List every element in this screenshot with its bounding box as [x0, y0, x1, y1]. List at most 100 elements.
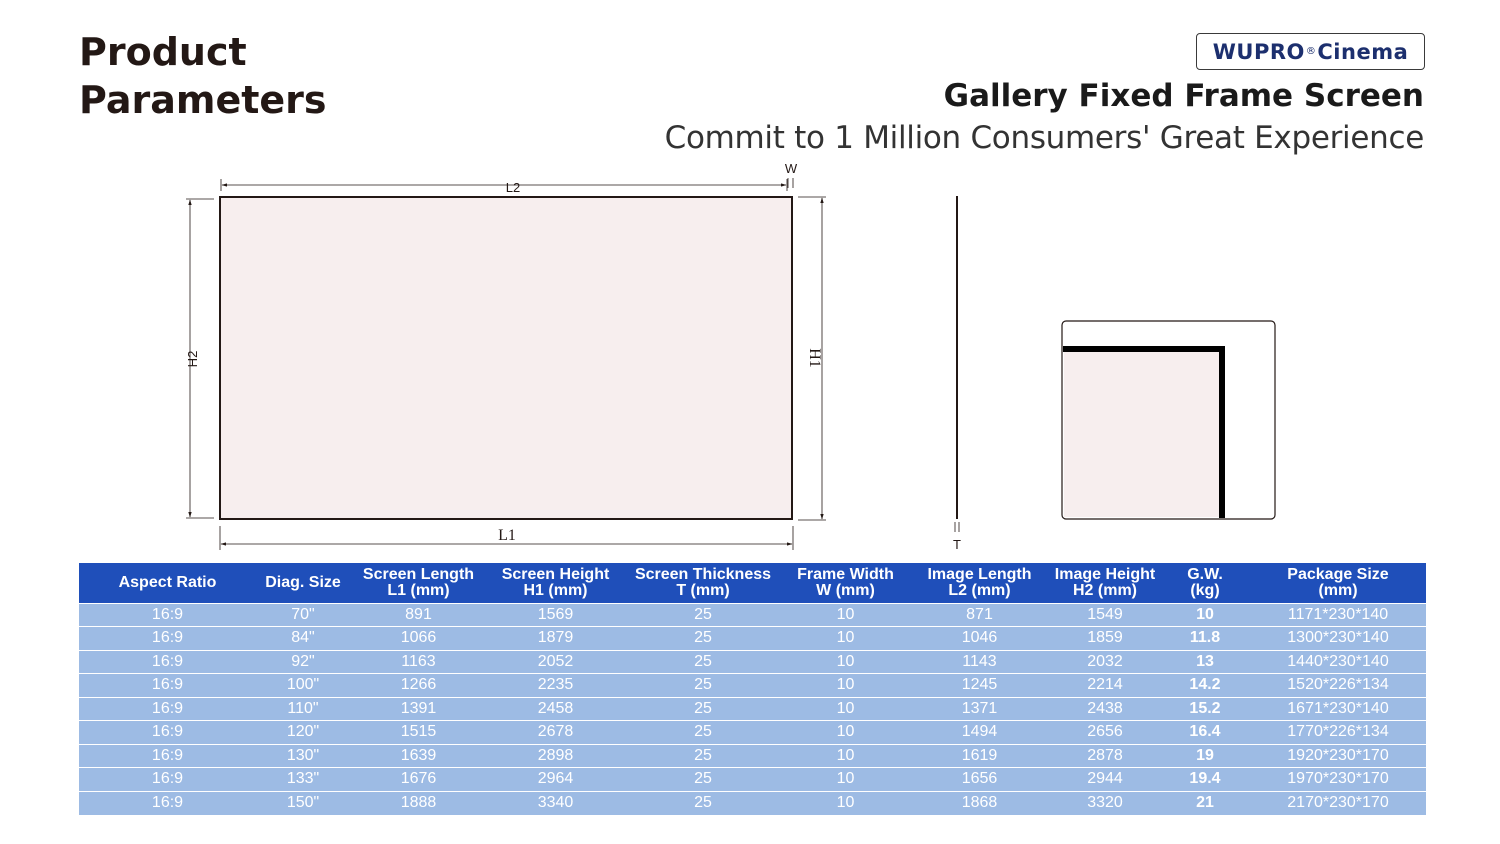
header-image-height: Image Height H2 (mm): [1050, 563, 1160, 603]
cell-diag-size: 100": [256, 673, 350, 697]
cell-diag-size: 70": [256, 602, 350, 627]
cell-package-size: 1671*230*140: [1250, 696, 1426, 721]
cell-screen-length: 1676: [350, 767, 487, 791]
cell-frame-width: 10: [782, 790, 909, 815]
spec-table: Aspect Ratio Diag. Size Screen Length L1 (m…: [79, 563, 1426, 815]
brand-logo: WUPRO ® Cinema: [1196, 33, 1425, 70]
cell-image-length: 1245: [909, 673, 1050, 697]
cell-image-height: 2944: [1050, 767, 1160, 791]
header-package-size-line: (mm): [1318, 581, 1358, 599]
cell-gross-weight: 15.2: [1160, 696, 1250, 721]
cell-diag-size: 130": [256, 743, 350, 768]
cell-screen-height: 1569: [487, 602, 624, 627]
front-view: L2 W L1 H2 H1: [185, 161, 826, 550]
cell-screen-height: 2678: [487, 720, 624, 744]
table-row: 16:9 150" 1888 3340 25 10 1868 3320 21 2170*230*1…: [79, 790, 1426, 815]
header-screen-length: Screen Length L1 (mm): [350, 563, 487, 603]
screen-frame-rect: [219, 196, 793, 520]
detail-frame-edge: [1063, 346, 1225, 518]
cell-aspect-ratio: 16:9: [79, 743, 256, 768]
cell-diag-size: 84": [256, 626, 350, 650]
title-line-1: Product: [79, 30, 247, 74]
cell-aspect-ratio: 16:9: [79, 790, 256, 815]
cell-screen-length: 1888: [350, 790, 487, 815]
page-title: Product Parameters: [79, 28, 327, 124]
cell-screen-height: 2235: [487, 673, 624, 697]
header-gross-weight-line: G.W.: [1187, 565, 1223, 583]
cell-diag-size: 110": [256, 696, 350, 721]
cell-gross-weight: 10: [1160, 602, 1250, 627]
l2-dimension: L2: [220, 179, 788, 195]
cell-screen-height: 1879: [487, 626, 624, 650]
header-gross-weight-line: (kg): [1190, 581, 1220, 599]
cell-frame-width: 10: [782, 696, 909, 721]
cell-package-size: 1520*226*134: [1250, 673, 1426, 697]
cell-aspect-ratio: 16:9: [79, 626, 256, 650]
product-name: Gallery Fixed Frame Screen: [943, 78, 1424, 114]
cell-image-length: 1619: [909, 743, 1050, 768]
header-diag-size-line: Diag. Size: [265, 573, 341, 591]
cell-image-height: 1549: [1050, 602, 1160, 627]
table-row: 16:9 100" 1266 2235 25 10 1245 2214 14.2 1520*226…: [79, 673, 1426, 697]
table-row: 16:9 133" 1676 2964 25 10 1656 2944 19.4 1970*230…: [79, 767, 1426, 791]
cell-image-length: 1371: [909, 696, 1050, 721]
cell-diag-size: 150": [256, 790, 350, 815]
cell-image-length: 1494: [909, 720, 1050, 744]
header-frame-width: Frame Width W (mm): [782, 563, 909, 603]
header-package-size: Package Size (mm): [1250, 563, 1426, 603]
cell-frame-width: 10: [782, 673, 909, 697]
cell-image-height: 2032: [1050, 649, 1160, 674]
side-view: T: [953, 196, 961, 552]
table-body: 16:9 70" 891 1569 25 10 871 1549 10 1171*230*140 1…: [79, 602, 1426, 815]
table-row: 16:9 92" 1163 2052 25 10 1143 2032 13 1440*230*14…: [79, 649, 1426, 674]
cell-gross-weight: 21: [1160, 790, 1250, 815]
cell-image-height: 2438: [1050, 696, 1160, 721]
l2-label: L2: [506, 180, 520, 195]
corner-detail: [1061, 320, 1276, 520]
cell-aspect-ratio: 16:9: [79, 602, 256, 627]
h1-dimension: H1: [798, 196, 826, 521]
cell-screen-thickness: 25: [624, 720, 782, 744]
cell-screen-height: 3340: [487, 790, 624, 815]
header-screen-length-line: L1 (mm): [387, 581, 450, 599]
cell-image-length: 1046: [909, 626, 1050, 650]
cell-screen-thickness: 25: [624, 743, 782, 768]
cell-screen-height: 2898: [487, 743, 624, 768]
brand-suffix: Cinema: [1317, 39, 1409, 64]
cell-diag-size: 92": [256, 649, 350, 674]
table-row: 16:9 110" 1391 2458 25 10 1371 2438 15.2 1671*230…: [79, 696, 1426, 721]
header-screen-length-line: Screen Length: [362, 565, 475, 583]
header-image-height-line: H2 (mm): [1072, 581, 1137, 599]
cell-frame-width: 10: [782, 649, 909, 674]
cell-screen-length: 1266: [350, 673, 487, 697]
screen-dimension-diagram: L2 W L1 H2 H1: [185, 161, 1276, 552]
cell-screen-length: 1639: [350, 743, 487, 768]
header-image-height-line: Image Height: [1054, 565, 1156, 583]
cell-screen-height: 2964: [487, 767, 624, 791]
header-package-size-line: Package Size: [1287, 565, 1389, 583]
l1-dimension: L1: [219, 526, 794, 550]
h1-label: H1: [806, 348, 823, 368]
cell-package-size: 2170*230*170: [1250, 790, 1426, 815]
cell-screen-thickness: 25: [624, 673, 782, 697]
cell-screen-length: 891: [350, 602, 487, 627]
cell-aspect-ratio: 16:9: [79, 767, 256, 791]
header-screen-thickness-line: Screen Thickness: [634, 565, 772, 583]
table-row: 16:9 70" 891 1569 25 10 871 1549 10 1171*230*140: [79, 602, 1426, 627]
cell-image-length: 1868: [909, 790, 1050, 815]
cell-diag-size: 120": [256, 720, 350, 744]
registered-mark: ®: [1305, 46, 1317, 57]
header-screen-height-line: Screen Height: [501, 565, 610, 583]
brand-main: WUPRO: [1212, 39, 1305, 64]
cell-gross-weight: 19: [1160, 743, 1250, 768]
cell-diag-size: 133": [256, 767, 350, 791]
cell-image-height: 2878: [1050, 743, 1160, 768]
l1-label: L1: [498, 527, 516, 544]
table-row: 16:9 84" 1066 1879 25 10 1046 1859 11.8 1300*230*…: [79, 626, 1426, 650]
cell-package-size: 1300*230*140: [1250, 626, 1426, 650]
cell-aspect-ratio: 16:9: [79, 673, 256, 697]
cell-aspect-ratio: 16:9: [79, 649, 256, 674]
detail-screen-surface: [1064, 351, 1220, 517]
t-label: T: [953, 537, 961, 552]
title-line-2: Parameters: [79, 78, 327, 122]
